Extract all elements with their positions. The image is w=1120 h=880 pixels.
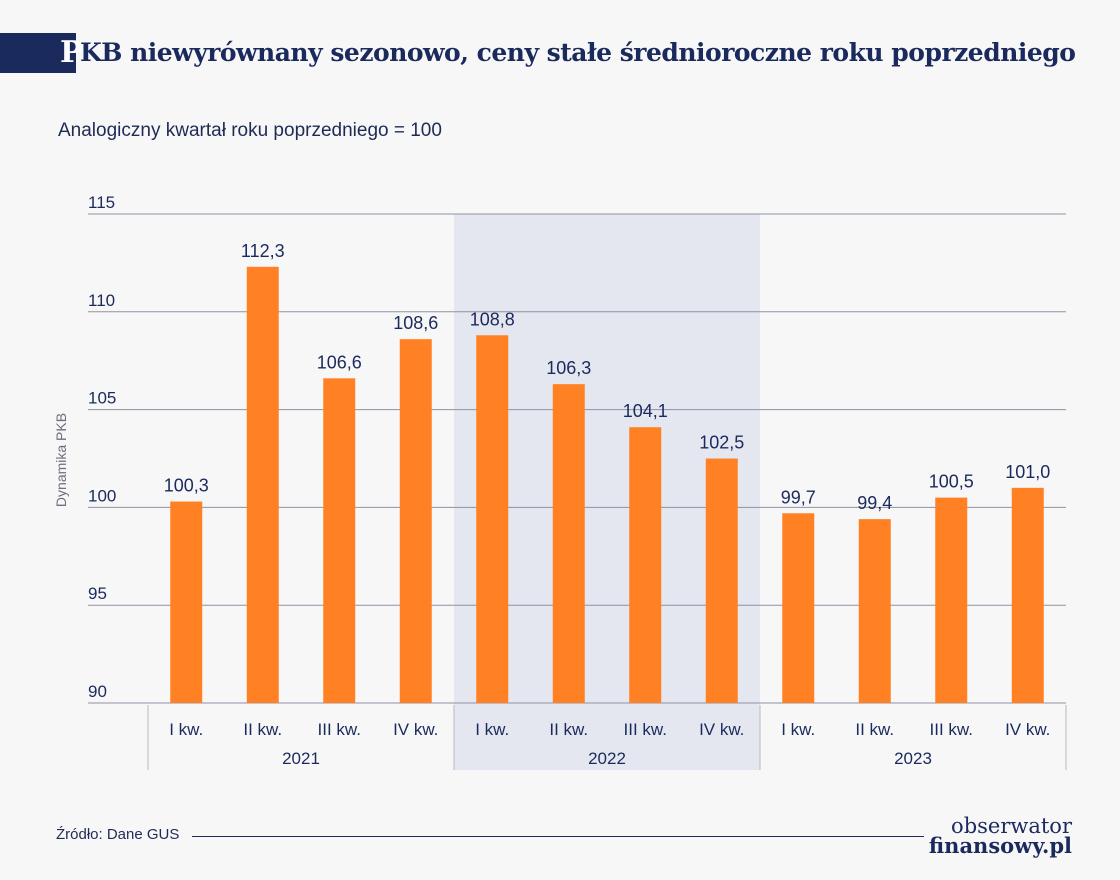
- logo-line-2: finansowy.pl: [928, 833, 1072, 858]
- x-tick-label: I kw.: [169, 720, 203, 739]
- x-group-label: 2023: [894, 749, 932, 768]
- bar: [782, 513, 815, 703]
- bar-value-label: 102,5: [699, 433, 744, 453]
- chart-subtitle: Analogiczny kwartał roku poprzedniego = …: [58, 120, 442, 141]
- bar-value-label: 100,3: [164, 476, 209, 496]
- x-tick-label: III kw.: [930, 720, 973, 739]
- bar: [705, 458, 738, 703]
- chart-title: KB niewyrównany sezonowo, ceny stałe śre…: [80, 38, 1076, 67]
- bar-chart: 90 95 100 105 110 115 Dynamika PKB 100,3 I kw. 11…: [53, 193, 1067, 770]
- x-tick-label: II kw.: [549, 720, 588, 739]
- y-tick-label: 110: [88, 291, 115, 310]
- bar-value-label: 112,3: [241, 241, 285, 261]
- bar: [858, 519, 891, 703]
- x-tick-label: II kw.: [243, 720, 282, 739]
- bar-value-label: 99,7: [781, 487, 816, 507]
- bar-value-label: 108,6: [393, 313, 438, 333]
- x-tick-label: III kw.: [318, 720, 361, 739]
- title-initial: P: [60, 35, 83, 70]
- logo-line-1: obserwator: [951, 814, 1072, 838]
- y-tick-label: 105: [88, 389, 116, 408]
- footer-divider: [192, 836, 924, 837]
- bar: [552, 384, 585, 703]
- source-note: Źródło: Dane GUS: [56, 826, 180, 843]
- bar: [246, 266, 279, 703]
- brand-logo: obserwator finansowy.pl: [928, 814, 1072, 858]
- bar: [170, 501, 203, 703]
- x-group-label: 2021: [282, 749, 320, 768]
- y-tick-label: 90: [88, 682, 107, 701]
- x-tick-label: IV kw.: [393, 720, 438, 739]
- x-tick-label: III kw.: [624, 720, 667, 739]
- bar-value-label: 100,5: [929, 472, 974, 492]
- bar-value-label: 108,8: [470, 309, 515, 329]
- bar: [1011, 487, 1044, 703]
- bar: [476, 335, 509, 703]
- x-tick-label: IV kw.: [699, 720, 744, 739]
- bar: [323, 378, 356, 703]
- x-group-label: 2022: [588, 749, 626, 768]
- bar-value-label: 106,3: [546, 358, 591, 378]
- bar: [935, 497, 968, 703]
- x-tick-label: I kw.: [781, 720, 815, 739]
- bar-value-label: 106,6: [317, 352, 362, 372]
- bar-value-label: 104,1: [623, 401, 668, 421]
- bar: [629, 427, 662, 703]
- y-tick-label: 115: [88, 193, 115, 212]
- x-tick-label: II kw.: [855, 720, 894, 739]
- y-tick-label: 100: [88, 486, 116, 505]
- title-accent-bar: [0, 33, 76, 73]
- x-tick-label: IV kw.: [1005, 720, 1050, 739]
- y-tick-label: 95: [88, 584, 107, 603]
- bar-value-label: 101,0: [1005, 462, 1050, 482]
- x-tick-label: I kw.: [475, 720, 509, 739]
- bar: [399, 339, 432, 703]
- y-axis-title: Dynamika PKB: [53, 413, 69, 507]
- bar-value-label: 99,4: [857, 493, 892, 513]
